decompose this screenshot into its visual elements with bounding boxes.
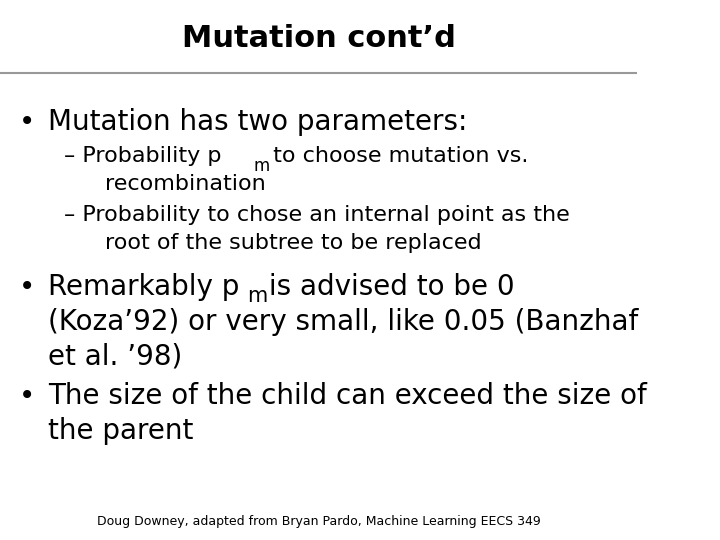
Text: Remarkably p: Remarkably p [48, 273, 239, 301]
Text: root of the subtree to be replaced: root of the subtree to be replaced [105, 233, 482, 253]
Text: •: • [19, 108, 35, 136]
Text: •: • [19, 382, 35, 410]
Text: et al. ’98): et al. ’98) [48, 343, 182, 371]
Text: – Probability p: – Probability p [64, 146, 221, 166]
Text: Doug Downey, adapted from Bryan Pardo, Machine Learning EECS 349: Doug Downey, adapted from Bryan Pardo, M… [96, 515, 541, 528]
Text: to choose mutation vs.: to choose mutation vs. [266, 146, 528, 166]
Text: •: • [19, 273, 35, 301]
Text: recombination: recombination [105, 174, 266, 194]
Text: Mutation cont’d: Mutation cont’d [181, 24, 456, 53]
Text: is advised to be 0: is advised to be 0 [260, 273, 515, 301]
Text: m: m [247, 286, 268, 306]
Text: The size of the child can exceed the size of: The size of the child can exceed the siz… [48, 382, 647, 410]
Text: – Probability to chose an internal point as the: – Probability to chose an internal point… [64, 205, 570, 225]
Text: m: m [253, 157, 270, 174]
Text: the parent: the parent [48, 417, 193, 445]
Text: (Koza’92) or very small, like 0.05 (Banzhaf: (Koza’92) or very small, like 0.05 (Banz… [48, 308, 638, 336]
Text: Mutation has two parameters:: Mutation has two parameters: [48, 108, 467, 136]
